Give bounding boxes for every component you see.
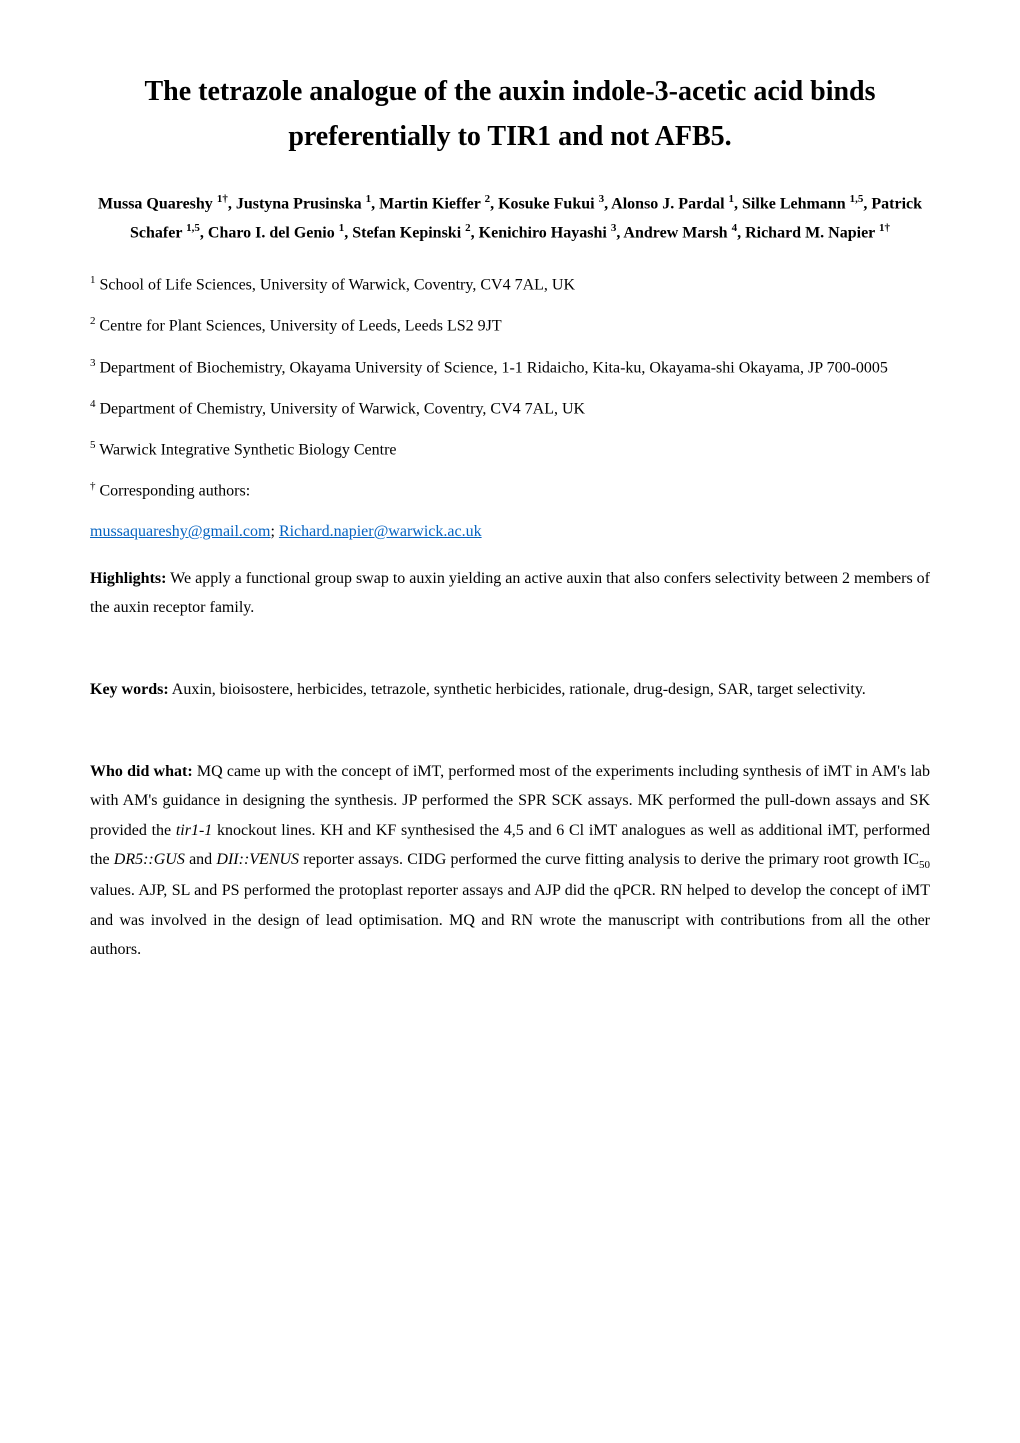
- authors-list: Mussa Quareshy 1†, Justyna Prusinska 1, …: [90, 190, 930, 248]
- keywords-section: Key words: Auxin, bioisostere, herbicide…: [90, 675, 930, 705]
- affiliation-1: 1 School of Life Sciences, University of…: [90, 272, 930, 297]
- who-did-what-section: Who did what: MQ came up with the concep…: [90, 757, 930, 965]
- highlights-section: Highlights: We apply a functional group …: [90, 564, 930, 623]
- who-did-what-text: MQ came up with the concept of iMT, perf…: [90, 763, 930, 959]
- who-did-what-label: Who did what:: [90, 763, 193, 780]
- affiliation-4: 4 Department of Chemistry, University of…: [90, 396, 930, 421]
- spacer: [90, 725, 930, 757]
- keywords-text: Auxin, bioisostere, herbicides, tetrazol…: [169, 681, 866, 698]
- affiliation-3: 3 Department of Biochemistry, Okayama Un…: [90, 355, 930, 380]
- keywords-label: Key words:: [90, 681, 169, 698]
- email-link-2[interactable]: Richard.napier@warwick.ac.uk: [279, 523, 482, 540]
- email-separator: ;: [270, 523, 278, 540]
- highlights-text: We apply a functional group swap to auxi…: [90, 570, 930, 617]
- paper-title: The tetrazole analogue of the auxin indo…: [90, 70, 930, 160]
- affiliation-5: 5 Warwick Integrative Synthetic Biology …: [90, 437, 930, 462]
- contact-emails: mussaquareshy@gmail.com; Richard.napier@…: [90, 520, 930, 544]
- corresponding-authors-label: † Corresponding authors:: [90, 478, 930, 503]
- email-link-1[interactable]: mussaquareshy@gmail.com: [90, 523, 270, 540]
- highlights-label: Highlights:: [90, 570, 166, 587]
- spacer: [90, 643, 930, 675]
- affiliation-2: 2 Centre for Plant Sciences, University …: [90, 313, 930, 338]
